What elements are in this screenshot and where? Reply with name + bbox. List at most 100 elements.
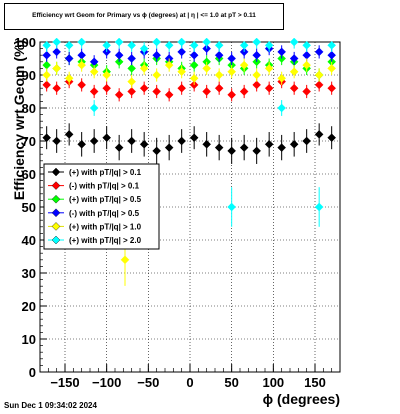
data-point [164,40,174,50]
legend-label: (-) with pT/|q| > 0.1 [69,182,140,191]
data-point [277,143,287,152]
y-tick-label: 80 [22,101,36,116]
y-tick-label: 100 [14,35,36,50]
data-point [114,90,124,100]
data-point [314,47,324,57]
data-point [227,54,237,63]
data-point [52,64,62,73]
data-point [264,139,274,149]
data-point [252,37,262,47]
series-5 [42,37,337,227]
data-point [64,130,74,139]
legend-label: (+) with pT/|q| > 0.1 [69,168,142,177]
data-point [127,77,137,86]
data-point [302,60,312,70]
data-point [64,40,74,50]
y-tick-label: 20 [22,299,36,314]
data-point [64,73,74,83]
data-point [102,40,112,50]
data-point [42,133,52,143]
data-point [214,70,224,80]
data-point [120,255,130,265]
data-point [52,37,62,47]
data-point [89,67,99,77]
legend-marker [51,194,61,204]
data-point [239,143,249,152]
data-point [164,143,174,152]
data-point [264,64,274,73]
data-point [114,57,124,67]
data-point [127,54,137,63]
data-point [277,103,287,113]
series-2 [42,51,337,82]
data-point [289,67,299,77]
data-point [42,70,52,80]
data-point [139,83,149,93]
data-point [289,54,299,63]
data-point [152,70,162,80]
data-point [77,80,87,90]
data-point [264,83,274,93]
data-point [314,80,324,90]
data-point [302,40,312,50]
data-point [102,70,112,80]
data-point [177,83,187,93]
data-point [114,143,124,152]
data-point [277,73,287,83]
data-point [89,103,99,113]
data-point [152,146,162,156]
data-point [152,50,162,60]
data-point [327,50,337,60]
data-point [42,60,52,70]
data-point [214,50,224,60]
data-point [89,136,99,146]
legend-marker [51,222,61,231]
data-point [127,136,137,146]
data-point [289,83,299,93]
data-point [189,60,199,70]
data-point [252,57,262,67]
data-point [189,40,199,50]
data-point [202,37,212,47]
data-point [314,130,324,139]
data-point [164,90,174,100]
legend-box [43,163,160,250]
legend-label: (+) with pT/|q| > 1.0 [69,222,142,231]
y-tick-label: 70 [22,134,36,149]
data-point [177,136,187,146]
data-point [152,37,162,47]
data-point [302,136,312,146]
data-point [252,50,262,60]
data-point [214,83,224,93]
y-tick-label: 60 [22,167,36,182]
data-point [114,37,124,47]
data-point [327,133,337,143]
data-point [277,47,287,57]
data-point [314,70,324,80]
data-point [189,50,199,60]
legend-marker [51,181,61,190]
data-point [252,70,262,80]
data-point [127,87,137,96]
data-point [214,40,224,50]
axes: 0 10 20 30 40 50 60 70 80 90 100 −150 −100 −50 0 50 100 1… [14,35,341,390]
data-point [327,40,337,50]
timestamp-footer: Sun Dec 1 09:34:02 2024 [4,401,97,410]
y-tick-label: 10 [22,332,36,347]
data-point [252,80,262,90]
legend-label: (+) with pT/|q| > 0.5 [69,195,142,204]
data-point [127,40,137,50]
data-point [227,202,237,212]
data-point [227,90,237,100]
data-point [164,60,174,70]
x-tick-label: 0 [186,375,193,390]
legend-marker [51,208,61,218]
data-point [177,37,187,47]
data-point [42,40,52,50]
data-point [327,64,337,73]
data-point [227,67,237,77]
data-point [52,83,62,93]
data-point [227,146,237,156]
legend-marker [51,167,61,177]
data-point [202,139,212,149]
